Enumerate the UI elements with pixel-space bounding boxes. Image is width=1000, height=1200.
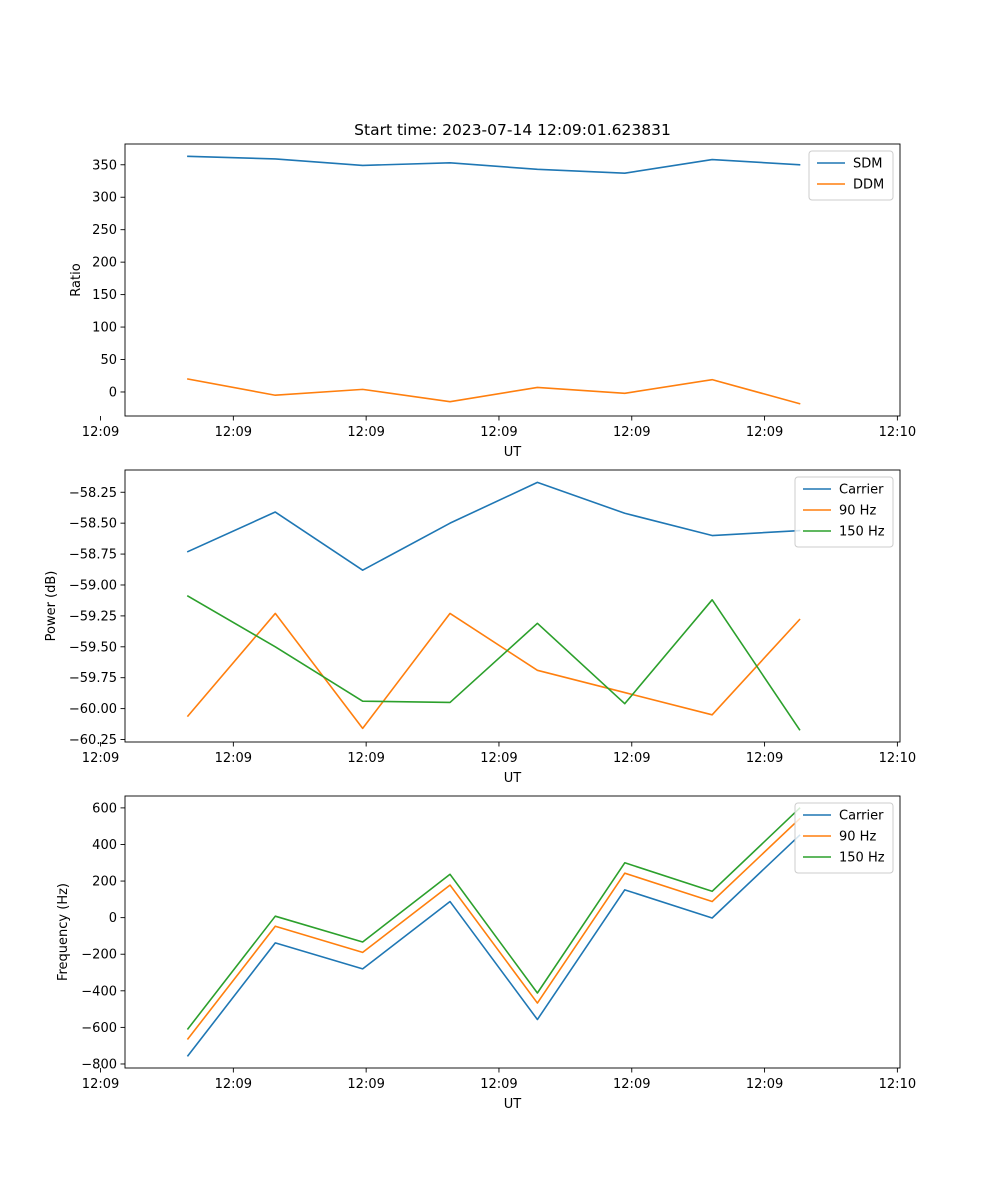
series-line-sdm: [187, 155, 801, 175]
series-line-90-hz: [186, 612, 801, 730]
y-tick-label: 600: [92, 801, 117, 816]
chart-title: Start time: 2023-07-14 12:09:01.623831: [354, 121, 671, 139]
x-tick-label: 12:09: [347, 751, 384, 766]
x-tick-label: 12:09: [82, 425, 119, 440]
legend: SDM DDM: [808, 150, 894, 201]
y-tick-label: −58.25: [69, 486, 117, 501]
y-tick-label: 150: [92, 288, 117, 303]
y-tick-label: 200: [92, 256, 117, 271]
y-tick-label: −600: [81, 1021, 117, 1036]
x-tick-label: 12:10: [879, 425, 916, 440]
x-axis-label: UT: [504, 1097, 522, 1112]
y-tick-label: 250: [92, 223, 117, 238]
chart-panel-1: 12:09 12:09 12:09 12:09 12:09 12:09 12:10 0 50 10…: [69, 121, 916, 460]
series-line-carrier: [186, 481, 801, 571]
y-axis-label: Power (dB): [44, 571, 59, 642]
axes-frame: [124, 469, 901, 743]
series-line-ddm: [186, 378, 801, 405]
y-tick-label: 200: [92, 875, 117, 890]
chart-panel-2: 12:09 12:09 12:09 12:09 12:09 12:09 12:10 −60.2…: [44, 469, 916, 786]
x-tick-label: 12:09: [746, 425, 783, 440]
x-tick-label: 12:09: [215, 425, 252, 440]
x-tick-label: 12:10: [879, 751, 916, 766]
x-tick-label: 12:09: [613, 425, 650, 440]
x-axis-label: UT: [504, 771, 522, 786]
x-tick-label: 12:09: [347, 1077, 384, 1092]
y-tick-label: −58.75: [69, 548, 117, 563]
legend-entry: DDM: [853, 178, 884, 193]
x-tick-label: 12:09: [82, 751, 119, 766]
y-tick-label: −59.75: [69, 671, 117, 686]
y-tick-label: 0: [109, 385, 117, 400]
y-tick-label: 400: [92, 838, 117, 853]
y-axis-label: Frequency (Hz): [56, 883, 71, 981]
y-tick-label: 300: [92, 191, 117, 206]
y-tick-label: −800: [81, 1057, 117, 1072]
legend-box: [794, 802, 894, 874]
axes-frame: [124, 143, 901, 417]
x-tick-label: 12:09: [746, 751, 783, 766]
y-tick-label: −400: [81, 984, 117, 999]
legend-entry: 150 Hz: [839, 851, 885, 866]
legend: Carrier 90 Hz 150 Hz: [794, 476, 894, 548]
y-tick-label: −59.50: [69, 640, 117, 655]
x-tick-label: 12:09: [480, 1077, 517, 1092]
legend-entry: 90 Hz: [839, 830, 876, 845]
series-line-150-hz: [186, 807, 801, 1030]
x-tick-label: 12:09: [215, 751, 252, 766]
x-tick-label: 12:09: [82, 1077, 119, 1092]
x-tick-label: 12:09: [215, 1077, 252, 1092]
y-tick-label: −59.25: [69, 609, 117, 624]
axes-frame: [124, 795, 901, 1069]
x-axis-label: UT: [504, 445, 522, 460]
x-tick-label: 12:09: [480, 751, 517, 766]
y-axis-label: Ratio: [69, 263, 84, 296]
y-tick-label: −60.25: [69, 733, 117, 748]
y-tick-label: 0: [109, 911, 117, 926]
legend-entry: 150 Hz: [839, 525, 885, 540]
y-tick-label: 50: [100, 353, 117, 368]
series-line-carrier: [186, 834, 801, 1057]
x-tick-label: 12:09: [480, 425, 517, 440]
series-line-90-hz: [186, 817, 801, 1041]
series-line-150-hz: [186, 595, 801, 731]
legend: Carrier 90 Hz 150 Hz: [794, 802, 894, 874]
x-tick-label: 12:09: [613, 1077, 650, 1092]
x-tick-label: 12:09: [613, 751, 650, 766]
legend-entry: Carrier: [839, 809, 884, 824]
y-tick-label: −59.00: [69, 578, 117, 593]
legend-box: [794, 476, 894, 548]
x-tick-label: 12:10: [879, 1077, 916, 1092]
x-tick-label: 12:09: [746, 1077, 783, 1092]
legend-entry: 90 Hz: [839, 504, 876, 519]
legend-entry: SDM: [853, 157, 882, 172]
y-tick-label: −60.00: [69, 702, 117, 717]
y-tick-label: 100: [92, 321, 117, 336]
y-tick-label: 350: [92, 158, 117, 173]
chart-panel-3: 12:09 12:09 12:09 12:09 12:09 12:09 12:10 −800 −…: [56, 795, 916, 1112]
y-tick-label: −200: [81, 948, 117, 963]
legend-entry: Carrier: [839, 483, 884, 498]
x-tick-label: 12:09: [347, 425, 384, 440]
y-tick-label: −58.50: [69, 517, 117, 532]
